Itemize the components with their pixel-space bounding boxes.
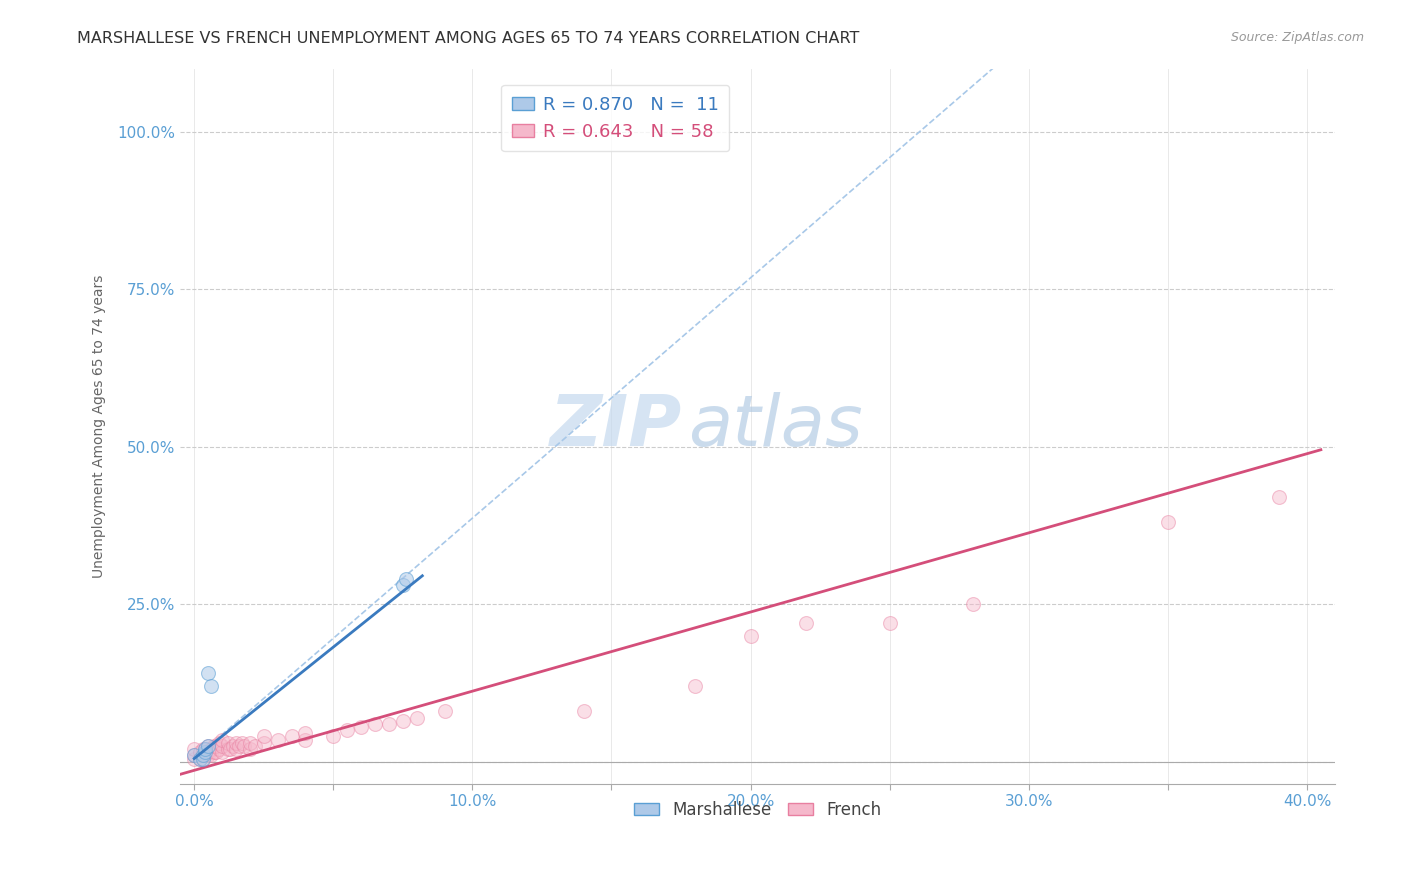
Point xyxy=(205,745,228,759)
Point xyxy=(253,736,276,750)
Point xyxy=(211,745,233,759)
Point xyxy=(962,597,984,611)
Point xyxy=(322,730,344,744)
Point xyxy=(433,704,456,718)
Point xyxy=(191,751,214,765)
Point xyxy=(188,751,211,765)
Point xyxy=(350,720,373,734)
Text: atlas: atlas xyxy=(689,392,863,460)
Point xyxy=(183,748,205,763)
Point xyxy=(294,732,316,747)
Point xyxy=(740,629,762,643)
Point xyxy=(197,739,219,753)
Point xyxy=(253,730,276,744)
Point xyxy=(239,736,262,750)
Text: Source: ZipAtlas.com: Source: ZipAtlas.com xyxy=(1230,31,1364,45)
Point xyxy=(200,742,222,756)
Legend: Marshallese, French: Marshallese, French xyxy=(627,794,889,825)
Point xyxy=(183,748,205,763)
Point xyxy=(225,742,247,756)
Point xyxy=(266,732,288,747)
Point xyxy=(1268,490,1291,504)
Point xyxy=(183,742,205,756)
Point xyxy=(191,751,214,765)
Point xyxy=(191,748,214,763)
Point xyxy=(794,615,817,630)
Point xyxy=(188,751,211,765)
Text: ZIP: ZIP xyxy=(550,392,682,460)
Point xyxy=(194,742,217,756)
Point xyxy=(194,748,217,763)
Point xyxy=(392,714,415,728)
Point xyxy=(202,739,225,753)
Point xyxy=(208,742,231,756)
Point xyxy=(197,745,219,759)
Point xyxy=(392,578,415,592)
Point xyxy=(394,572,416,586)
Point xyxy=(294,726,316,740)
Point xyxy=(280,730,302,744)
Point xyxy=(197,666,219,681)
Point xyxy=(200,679,222,693)
Point xyxy=(378,717,401,731)
Point xyxy=(225,736,247,750)
Point xyxy=(202,745,225,759)
Point xyxy=(197,748,219,763)
Point xyxy=(572,704,595,718)
Y-axis label: Unemployment Among Ages 65 to 74 years: Unemployment Among Ages 65 to 74 years xyxy=(93,275,107,578)
Point xyxy=(194,742,217,756)
Point xyxy=(231,736,253,750)
Point xyxy=(191,748,214,763)
Point xyxy=(217,736,239,750)
Point xyxy=(245,739,267,753)
Point xyxy=(217,742,239,756)
Point xyxy=(239,742,262,756)
Point xyxy=(364,717,387,731)
Point xyxy=(211,739,233,753)
Point xyxy=(405,710,427,724)
Point xyxy=(211,732,233,747)
Point xyxy=(200,748,222,763)
Point xyxy=(222,739,245,753)
Point xyxy=(1157,515,1180,529)
Point xyxy=(205,739,228,753)
Point xyxy=(188,745,211,759)
Point xyxy=(228,739,250,753)
Point xyxy=(683,679,706,693)
Point xyxy=(219,742,242,756)
Point xyxy=(208,736,231,750)
Point xyxy=(879,615,901,630)
Point xyxy=(197,739,219,753)
Text: MARSHALLESE VS FRENCH UNEMPLOYMENT AMONG AGES 65 TO 74 YEARS CORRELATION CHART: MARSHALLESE VS FRENCH UNEMPLOYMENT AMONG… xyxy=(77,31,859,46)
Point xyxy=(191,742,214,756)
Point xyxy=(194,745,217,759)
Point xyxy=(183,751,205,765)
Point xyxy=(336,723,359,738)
Point xyxy=(233,739,256,753)
